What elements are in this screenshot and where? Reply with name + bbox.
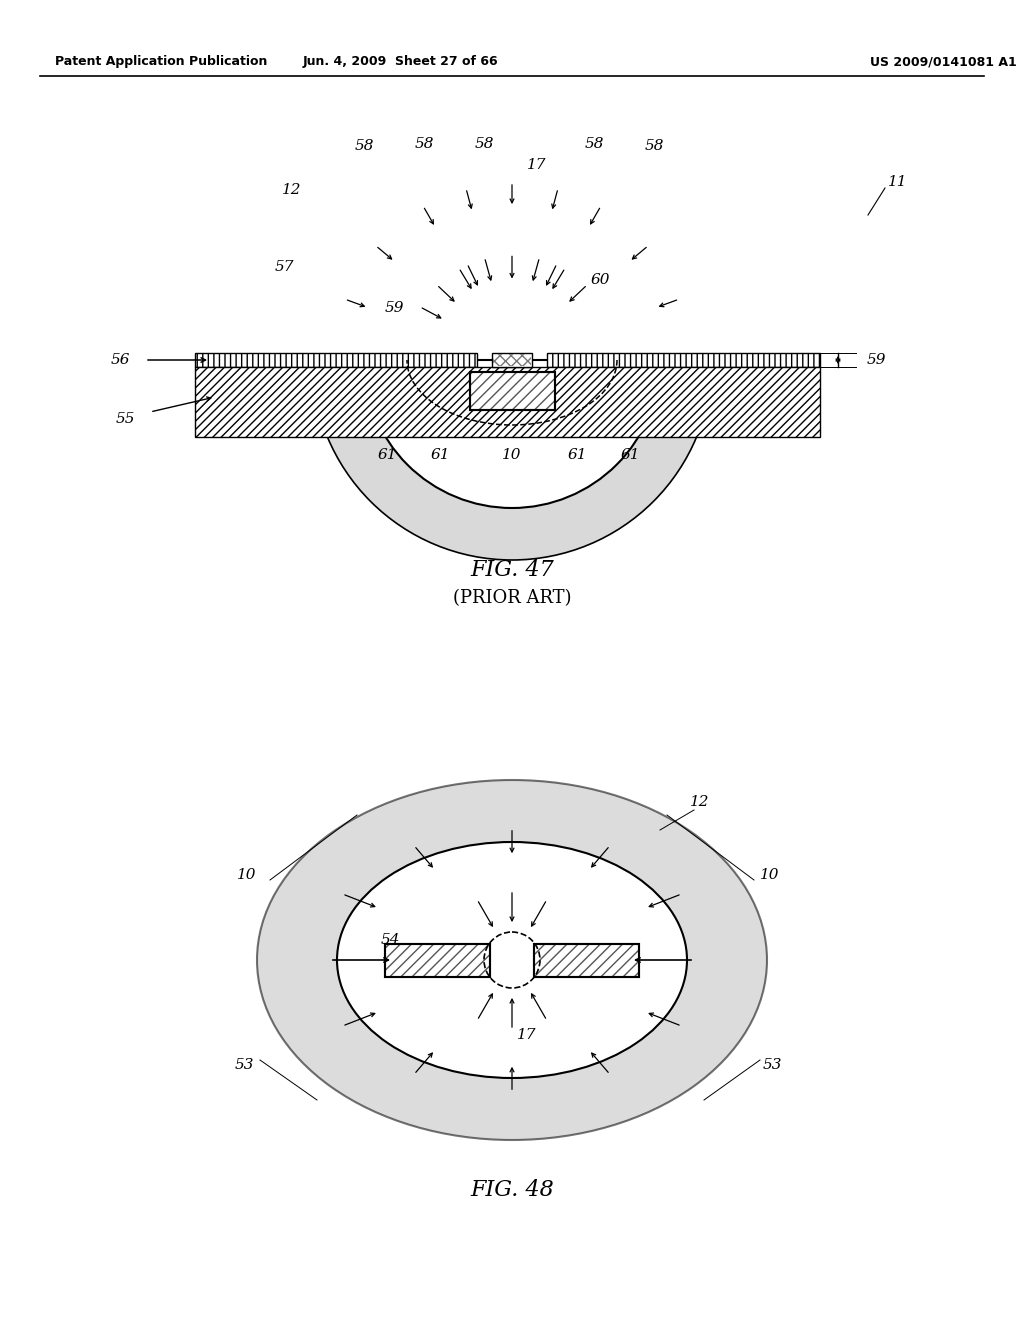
Bar [547,352,820,367]
Text: US 2009/0141081 A1: US 2009/0141081 A1 [870,55,1017,69]
Bar [385,944,490,977]
Bar [195,367,820,437]
Text: 54: 54 [380,933,399,946]
Ellipse shape [337,842,687,1078]
Bar [534,944,639,977]
Text: FIG. 47: FIG. 47 [470,558,554,581]
Text: Jun. 4, 2009  Sheet 27 of 66: Jun. 4, 2009 Sheet 27 of 66 [302,55,498,69]
Text: 61: 61 [567,447,587,462]
Text: 53: 53 [762,1059,781,1072]
Text: 61: 61 [621,447,640,462]
Ellipse shape [257,780,767,1140]
Text: 59: 59 [866,352,886,367]
Wedge shape [312,360,712,560]
Text: 55: 55 [116,412,135,426]
Text: FIG. 48: FIG. 48 [470,1179,554,1201]
Text: 56: 56 [111,352,130,367]
Bar [470,372,555,411]
Text: 12: 12 [690,795,710,809]
Text: 57: 57 [274,260,294,275]
Text: 10: 10 [760,869,779,882]
Text: 17: 17 [517,1028,537,1041]
Text: 58: 58 [354,139,374,153]
Text: 58: 58 [644,139,664,153]
Wedge shape [364,360,660,508]
Text: 17: 17 [527,158,547,172]
Text: Patent Application Publication: Patent Application Publication [55,55,267,69]
Text: 58: 58 [415,137,434,150]
Text: 61: 61 [430,447,450,462]
Text: 59: 59 [384,301,403,315]
Bar [470,372,555,411]
Text: 60: 60 [590,273,609,286]
Text: 11: 11 [888,176,907,189]
Bar [385,944,490,977]
Text: 12: 12 [283,183,302,197]
Text: 10: 10 [502,447,522,462]
Bar [195,352,477,367]
Text: 61: 61 [377,447,396,462]
Bar [493,354,531,366]
Text: 58: 58 [585,137,604,150]
Text: 58: 58 [474,137,494,150]
Text: (PRIOR ART): (PRIOR ART) [453,589,571,607]
Bar [534,944,639,977]
Text: 10: 10 [238,869,257,882]
Text: 53: 53 [234,1059,254,1072]
Bar [492,352,532,367]
